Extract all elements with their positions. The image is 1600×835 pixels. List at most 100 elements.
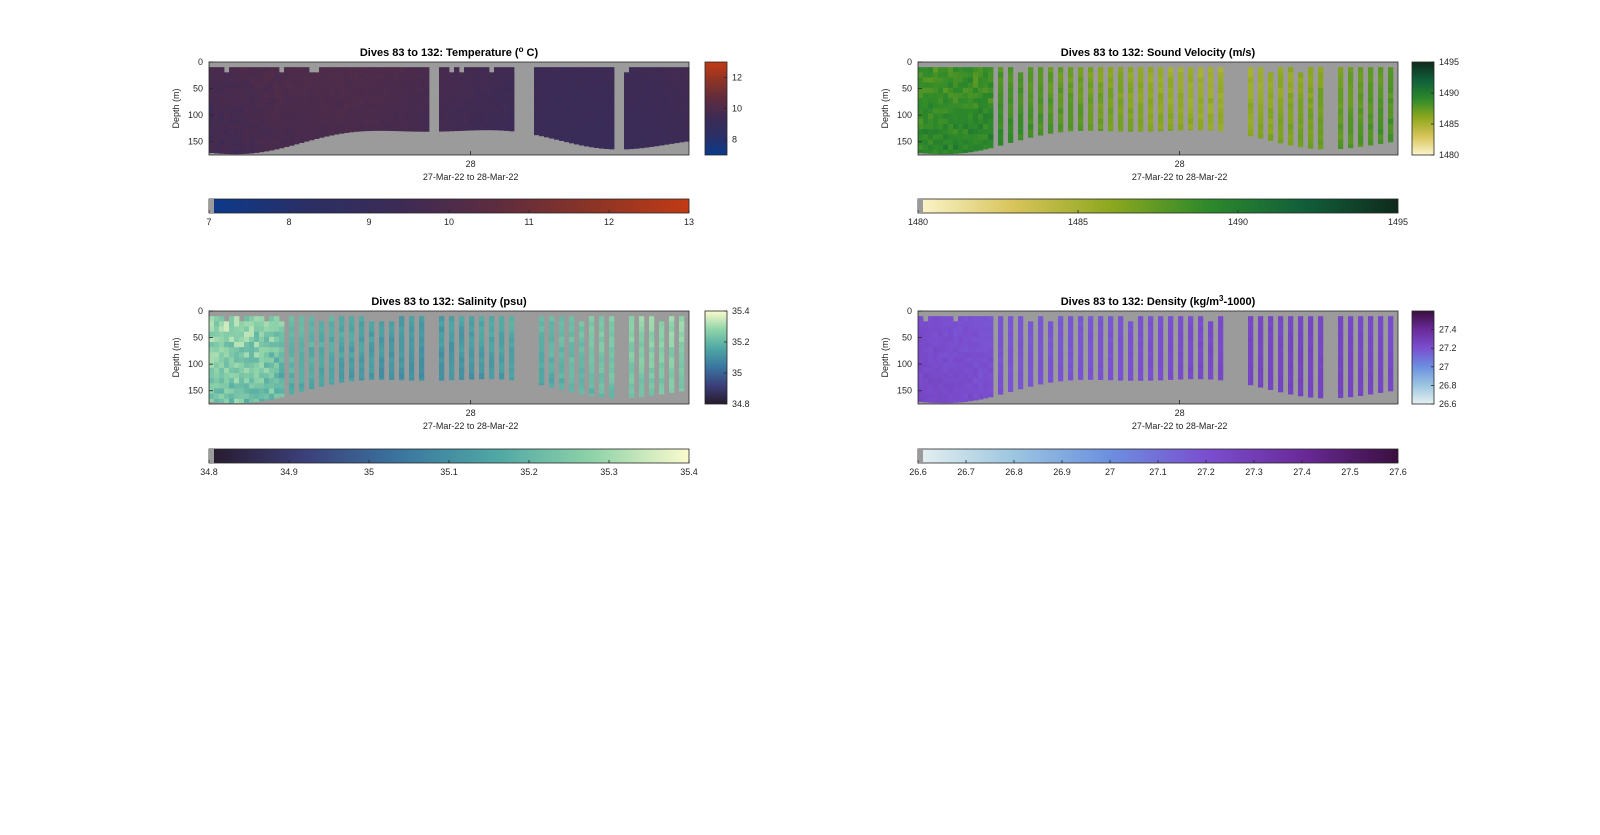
heatmap-cell xyxy=(1088,129,1094,131)
heatmap-cell xyxy=(1108,124,1114,130)
heatmap-cell xyxy=(988,124,994,130)
heatmap-cell xyxy=(419,357,425,364)
heatmap-cell xyxy=(299,336,305,343)
heatmap-cell xyxy=(1218,362,1224,369)
heatmap-cell xyxy=(968,393,974,400)
heatmap-cell xyxy=(1198,129,1204,131)
heatmap-cell xyxy=(259,388,265,395)
heatmap-cell xyxy=(449,342,455,348)
heatmap-cell xyxy=(973,134,979,140)
heatmap-cell xyxy=(978,347,984,353)
heatmap-cell xyxy=(609,347,615,353)
heatmap-cell xyxy=(1028,352,1034,358)
heatmap-cell xyxy=(1338,129,1344,135)
heatmap-cell xyxy=(294,87,300,94)
heatmap-cell xyxy=(579,362,585,369)
heatmap-cell xyxy=(649,393,655,396)
heatmap-cell xyxy=(274,87,280,94)
heatmap-cell xyxy=(1188,336,1194,343)
heatmap-cell xyxy=(644,103,650,109)
heatmap-cell xyxy=(404,124,410,130)
heatmap-cell xyxy=(669,388,675,393)
heatmap-cell xyxy=(509,352,515,358)
heatmap-cell xyxy=(589,108,595,115)
heatmap-cell xyxy=(1098,378,1104,381)
heatmap-cell xyxy=(1248,373,1254,379)
heatmap-cell xyxy=(1078,352,1084,358)
heatmap-cell xyxy=(1008,108,1014,115)
heatmap-cell xyxy=(1298,98,1304,104)
heatmap-cell xyxy=(1268,342,1274,348)
heatmap-cell xyxy=(244,149,250,154)
heatmap-cell xyxy=(229,149,235,155)
heatmap-cell xyxy=(484,87,490,94)
heatmap-cell xyxy=(269,336,275,343)
heatmap-cell xyxy=(249,134,255,140)
heatmap-cell xyxy=(449,367,455,374)
heatmap-cell xyxy=(344,113,350,120)
heatmap-cell xyxy=(549,82,555,89)
heatmap-cell xyxy=(339,93,345,99)
heatmap-cell xyxy=(659,321,665,327)
heatmap-cell xyxy=(219,378,225,384)
heatmap-cell xyxy=(918,321,924,327)
heatmap-cell xyxy=(1128,357,1134,364)
heatmap-cell xyxy=(1068,378,1074,381)
heatmap-cell xyxy=(459,331,465,338)
heatmap-cell xyxy=(399,87,405,94)
heatmap-cell xyxy=(644,118,650,125)
heatmap-cell xyxy=(339,331,345,338)
heatmap-cell xyxy=(274,352,280,358)
heatmap-cell xyxy=(589,357,595,364)
heatmap-cell xyxy=(424,129,430,132)
heatmap-cell xyxy=(499,113,505,120)
heatmap-cell xyxy=(629,326,635,333)
heatmap-cell xyxy=(1308,103,1314,109)
heatmap-cell xyxy=(1178,373,1184,379)
heatmap-cell xyxy=(659,336,665,343)
heatmap-cell xyxy=(933,129,939,135)
heatmap-cell xyxy=(259,139,265,146)
heatmap-cell xyxy=(489,357,495,364)
bottom-colorbar-label: 26.7 xyxy=(957,467,975,477)
heatmap-cell xyxy=(1098,373,1104,379)
heatmap-cell xyxy=(214,118,220,125)
heatmap-cell xyxy=(599,321,605,327)
heatmap-cell xyxy=(509,373,515,379)
heatmap-cell xyxy=(374,77,380,84)
heatmap-cell xyxy=(479,108,485,115)
heatmap-cell xyxy=(574,87,580,94)
heatmap-cell xyxy=(1008,388,1014,392)
heatmap-cell xyxy=(609,326,615,333)
heatmap-cell xyxy=(319,87,325,94)
heatmap-cell xyxy=(918,108,924,115)
heatmap-cell xyxy=(923,98,929,104)
heatmap-cell xyxy=(609,362,615,369)
heatmap-cell xyxy=(988,331,994,338)
heatmap-cell xyxy=(1058,378,1064,382)
heatmap-cell xyxy=(649,352,655,358)
side-colorbar-label: 27 xyxy=(1439,362,1449,372)
heatmap-cell xyxy=(1078,108,1084,115)
heatmap-cell xyxy=(214,77,220,84)
heatmap-cell xyxy=(324,87,330,94)
heatmap-cell xyxy=(494,87,500,94)
heatmap-cell xyxy=(634,93,640,99)
heatmap-cell xyxy=(1118,367,1124,374)
heatmap-cell xyxy=(589,134,595,140)
heatmap-cell xyxy=(564,124,570,130)
heatmap-cell xyxy=(918,357,924,364)
heatmap-cell xyxy=(1298,373,1304,379)
heatmap-cell xyxy=(1278,336,1284,343)
heatmap-cell xyxy=(479,321,485,327)
heatmap-cell xyxy=(1098,72,1104,78)
heatmap-cell xyxy=(349,326,355,333)
heatmap-cell xyxy=(224,98,230,104)
heatmap-cell xyxy=(494,82,500,89)
heatmap-cell xyxy=(334,67,340,73)
bottom-colorbar-label: 1495 xyxy=(1388,217,1408,227)
heatmap-cell xyxy=(549,118,555,125)
heatmap-cell xyxy=(983,124,989,130)
heatmap-cell xyxy=(309,316,315,322)
heatmap-cell xyxy=(1028,98,1034,104)
